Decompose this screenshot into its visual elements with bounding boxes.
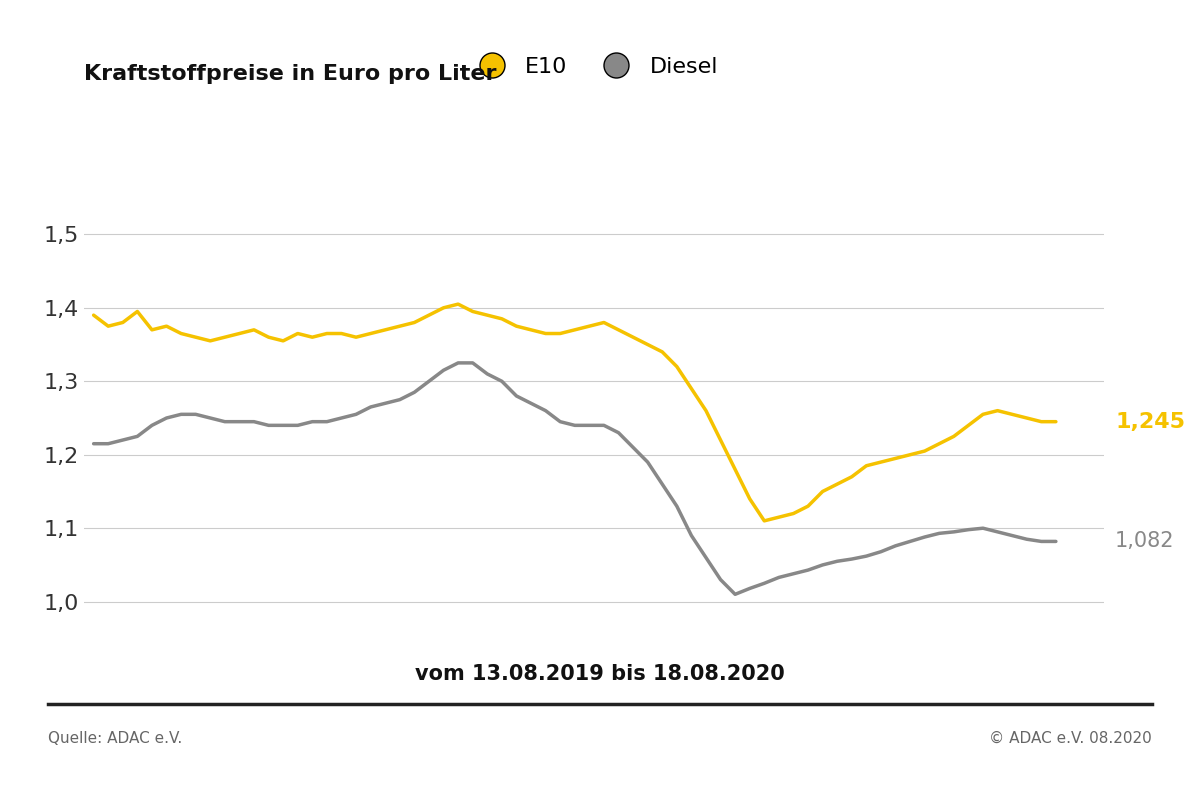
Legend: E10, Diesel: E10, Diesel: [461, 48, 727, 85]
Text: Kraftstoffpreise in Euro pro Liter: Kraftstoffpreise in Euro pro Liter: [84, 64, 497, 84]
Text: vom 13.08.2019 bis 18.08.2020: vom 13.08.2019 bis 18.08.2020: [415, 664, 785, 685]
Text: © ADAC e.V. 08.2020: © ADAC e.V. 08.2020: [989, 731, 1152, 745]
Text: 1,082: 1,082: [1115, 531, 1175, 551]
Text: Quelle: ADAC e.V.: Quelle: ADAC e.V.: [48, 731, 182, 745]
Text: 1,245: 1,245: [1115, 412, 1186, 432]
